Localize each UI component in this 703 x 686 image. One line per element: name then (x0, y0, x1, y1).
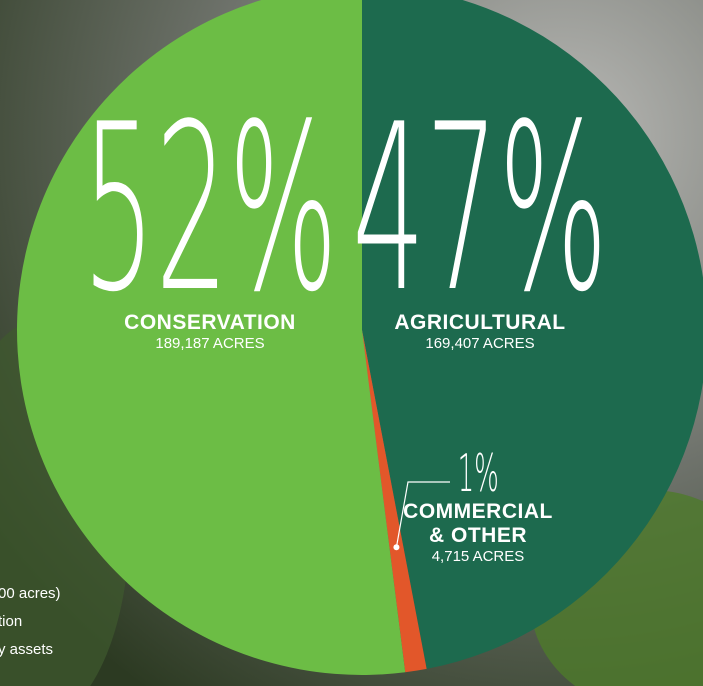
value-label: 52% (82, 76, 338, 343)
value-label: 1% (457, 444, 499, 504)
leader-dot (393, 544, 400, 551)
category-label: COMMERCIAL & OTHER (403, 500, 553, 548)
annotation: y assets (0, 641, 54, 658)
value-label: 47% (352, 76, 608, 343)
annotation: tion (0, 613, 23, 630)
detail-label: 169,407 ACRES (425, 335, 535, 353)
category-label: CONSERVATION (124, 311, 296, 334)
category-label: AGRICULTURAL (394, 311, 566, 334)
detail-label: 189,187 ACRES (155, 335, 265, 353)
detail-label: 4,715 ACRES (431, 548, 525, 566)
pie-slice (17, 0, 406, 675)
slice-label: 1% COMMERCIAL & OTHER 4,715 ACRES (393, 448, 563, 565)
slice-label: 47% AGRICULTURAL 169,407 ACRES (224, 76, 703, 353)
pie-slice (362, 330, 427, 673)
slice-label: 52% CONSERVATION 189,187 ACRES (0, 76, 466, 353)
pie-slice (362, 0, 703, 669)
annotation: 00 acres) (0, 585, 61, 602)
leader-line (395, 481, 450, 548)
